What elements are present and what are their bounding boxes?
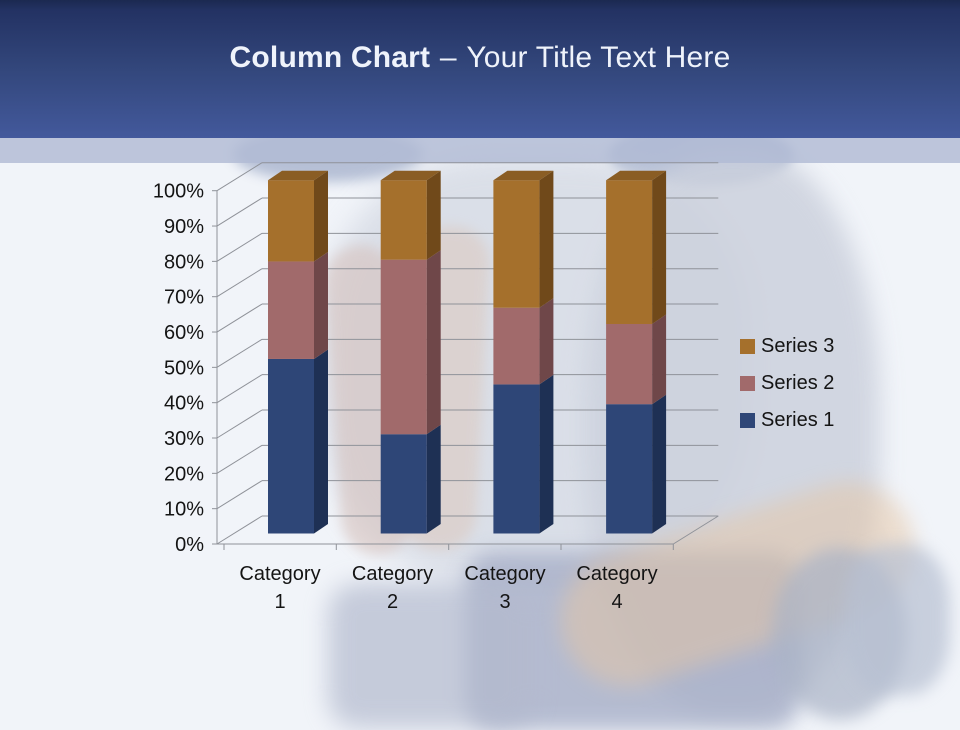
legend-item-series-1: Series 1	[740, 408, 834, 432]
chart-legend: Series 3 Series 2 Series 1	[740, 334, 834, 432]
legend-item-series-3: Series 3	[740, 334, 834, 358]
legend-item-series-2: Series 2	[740, 371, 834, 395]
legend-swatch	[740, 375, 755, 391]
legend-label: Series 1	[761, 408, 835, 431]
slide-title: Column Chart – Your Title Text Here	[230, 40, 731, 76]
photo-shirt-left	[328, 583, 533, 728]
header-divider-band	[0, 138, 960, 163]
slide-title-bold: Column Chart	[229, 41, 431, 74]
slide-title-separator: –	[439, 41, 457, 74]
legend-swatch	[740, 412, 755, 428]
legend-swatch	[740, 338, 755, 354]
legend-label: Series 3	[761, 334, 835, 357]
photo-sleeve	[845, 545, 950, 695]
legend-label: Series 2	[761, 371, 835, 394]
slide-title-rest: Your Title Text Here	[466, 41, 731, 74]
slide-header: Column Chart – Your Title Text Here	[0, 0, 960, 138]
